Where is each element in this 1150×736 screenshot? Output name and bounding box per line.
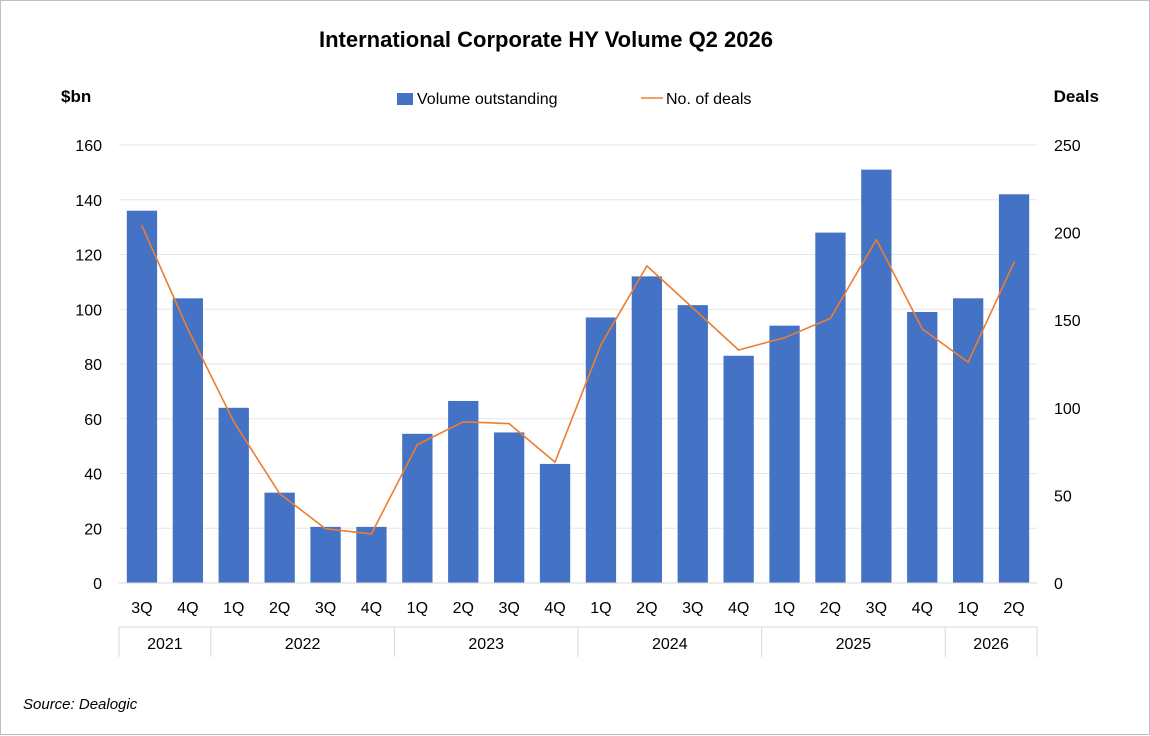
- y-right-tick-label: 250: [1054, 138, 1081, 155]
- deals-point: [783, 336, 786, 339]
- bar: [310, 526, 341, 583]
- x-tick-label: 3Q: [315, 600, 336, 617]
- chart-title: International Corporate HY Volume Q2 202…: [319, 27, 773, 52]
- deals-point: [462, 421, 465, 423]
- bar: [769, 325, 800, 583]
- legend-no-of-deals: No. of deals: [666, 91, 751, 108]
- year-group-label: 2024: [652, 636, 688, 653]
- bar: [539, 463, 571, 583]
- bar: [448, 400, 479, 583]
- deals-point: [187, 328, 189, 330]
- x-tick-label: 1Q: [590, 600, 611, 617]
- x-tick-label: 3Q: [498, 600, 519, 617]
- bar: [494, 432, 525, 583]
- x-tick-label: 2Q: [269, 600, 290, 617]
- y-left-tick-label: 100: [75, 302, 102, 319]
- deals-point: [370, 533, 373, 535]
- bar: [631, 276, 662, 583]
- y-left-tick-label: 0: [93, 576, 102, 593]
- y-right-tick-label: 200: [1054, 226, 1081, 243]
- bar: [218, 407, 249, 583]
- x-tick-label: 2Q: [820, 600, 841, 617]
- deals-point: [416, 443, 419, 446]
- bar: [356, 526, 387, 583]
- y-left-axis-label: $bn: [61, 87, 91, 106]
- bar-series: [126, 169, 1030, 583]
- deals-point: [921, 328, 924, 330]
- y-left-tick-label: 140: [75, 193, 102, 210]
- line-series: [141, 224, 1015, 535]
- bar: [126, 210, 158, 583]
- deals-point: [875, 238, 878, 241]
- deals-point: [600, 343, 602, 346]
- bar: [815, 232, 846, 583]
- y-left-tick-label: 20: [84, 521, 102, 538]
- deals-point: [278, 492, 281, 495]
- y-left-tick-label: 80: [84, 357, 102, 374]
- deals-point: [508, 422, 510, 425]
- y-right-tick-label: 150: [1054, 313, 1081, 330]
- x-tick-label: 4Q: [912, 600, 933, 617]
- x-tick-label: 3Q: [682, 600, 703, 617]
- bar: [861, 169, 892, 583]
- bar: [402, 433, 433, 583]
- deals-point: [554, 461, 556, 463]
- x-tick-label: 4Q: [544, 600, 565, 617]
- x-tick-label: 1Q: [223, 600, 244, 617]
- bar: [723, 355, 754, 583]
- gridlines: [119, 144, 1037, 529]
- year-group-label: 2021: [147, 636, 183, 653]
- bar: [264, 492, 295, 583]
- deals-point: [646, 265, 648, 267]
- deals-point: [141, 224, 143, 227]
- bar: [172, 298, 203, 583]
- deals-point: [1013, 261, 1015, 264]
- x-tick-label: 2Q: [453, 600, 474, 617]
- bar: [953, 298, 984, 583]
- bar: [677, 305, 708, 583]
- y-right-tick-label: 50: [1054, 488, 1072, 505]
- y-right-tick-label: 0: [1054, 576, 1063, 593]
- deals-point: [967, 361, 969, 364]
- deals-point: [324, 527, 327, 530]
- y-left-tick-label: 120: [75, 248, 102, 265]
- x-tick-label: 4Q: [177, 600, 198, 617]
- year-group-label: 2023: [468, 636, 504, 653]
- bar: [585, 317, 617, 583]
- source-note: Source: Dealogic: [23, 696, 138, 713]
- bar: [998, 194, 1030, 583]
- bar: [907, 311, 938, 583]
- year-group-label: 2022: [285, 636, 321, 653]
- axes: 0 20 40 60 80 100 120 140 160 0 50 100 150 200 250 3Q 4Q…: [75, 138, 1081, 657]
- deals-point: [232, 421, 235, 423]
- x-tick-label: 1Q: [957, 600, 978, 617]
- x-tick-label: 4Q: [728, 600, 749, 617]
- deals-point: [829, 317, 832, 320]
- year-group-label: 2025: [836, 636, 872, 653]
- deals-line: [141, 225, 1015, 535]
- x-tick-label: 3Q: [866, 600, 887, 617]
- x-tick-label: 4Q: [361, 600, 382, 617]
- legend-volume-outstanding: Volume outstanding: [417, 91, 558, 108]
- y-right-axis-label: Deals: [1054, 87, 1099, 106]
- y-right-tick-label: 100: [1054, 401, 1081, 418]
- year-group-label: 2026: [973, 636, 1009, 653]
- y-left-tick-label: 60: [84, 412, 102, 429]
- legend-bar-swatch: [397, 93, 413, 105]
- deals-point: [737, 349, 740, 351]
- x-tick-label: 1Q: [774, 600, 795, 617]
- x-tick-label: 1Q: [407, 600, 428, 617]
- y-left-tick-label: 160: [75, 138, 102, 155]
- deals-point: [691, 307, 694, 309]
- x-tick-label: 2Q: [636, 600, 657, 617]
- x-tick-label: 3Q: [131, 600, 152, 617]
- y-left-tick-label: 40: [84, 467, 102, 484]
- x-tick-label: 2Q: [1003, 600, 1024, 617]
